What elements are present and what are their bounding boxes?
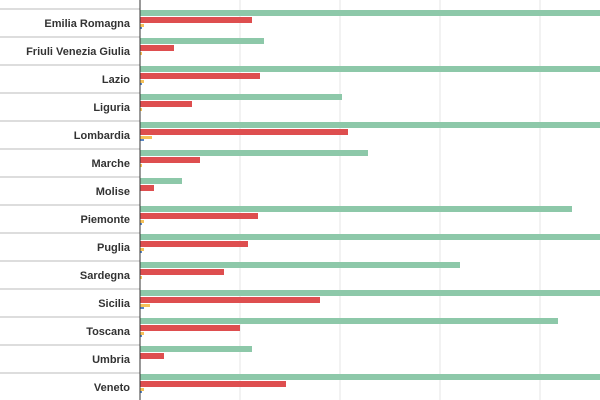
bar-emilia-romagna-series-4 — [140, 27, 142, 29]
bar-sicilia-series-1 — [140, 290, 600, 296]
bar-toscana-series-2 — [140, 325, 240, 331]
bar-toscana-series-1 — [140, 318, 558, 324]
category-label-lombardia: Lombardia — [74, 130, 131, 142]
bar-liguria-series-3 — [140, 108, 142, 111]
bar-piemonte-series-1 — [140, 206, 572, 212]
bar-liguria-series-1 — [140, 94, 342, 100]
bar-puglia-series-4 — [140, 251, 142, 253]
bar-sardegna-series-2 — [140, 269, 224, 275]
category-label-puglia: Puglia — [97, 242, 131, 254]
bar-lombardia-series-3 — [140, 136, 152, 139]
bar-lazio-series-4 — [140, 83, 142, 85]
bar-lombardia-series-4 — [140, 139, 144, 141]
bar-piemonte-series-2 — [140, 213, 258, 219]
bar-sardegna-series-1 — [140, 262, 460, 268]
category-label-veneto: Veneto — [94, 382, 130, 394]
bar-marche-series-3 — [140, 164, 142, 167]
bar-puglia-series-1 — [140, 234, 600, 240]
bar-lombardia-series-1 — [140, 122, 600, 128]
bar-umbria-series-1 — [140, 346, 252, 352]
bar-friuli-venezia-giulia-series-2 — [140, 45, 174, 51]
bar-emilia-romagna-series-2 — [140, 17, 252, 23]
grid-lines — [239, 0, 541, 400]
bar-veneto-series-3 — [140, 388, 144, 391]
bar-sicilia-series-3 — [140, 304, 150, 307]
category-label-umbria: Umbria — [92, 354, 131, 366]
bar-lazio-series-3 — [140, 80, 144, 83]
category-label-sardegna: Sardegna — [80, 270, 131, 282]
category-label-lazio: Lazio — [102, 74, 130, 86]
bar-sardegna-series-3 — [140, 276, 142, 279]
bar-puglia-series-3 — [140, 248, 144, 251]
bar-liguria-series-2 — [140, 101, 192, 107]
bar-puglia-series-2 — [140, 241, 248, 247]
bar-marche-series-2 — [140, 157, 200, 163]
category-label-friuli-venezia-giulia: Friuli Venezia Giulia — [26, 46, 131, 58]
bar-veneto-series-1 — [140, 374, 600, 380]
category-label-emilia-romagna: Emilia Romagna — [44, 18, 130, 30]
bar-friuli-venezia-giulia-series-1 — [140, 38, 264, 44]
bar-lazio-series-1 — [140, 66, 600, 72]
bar-marche-series-1 — [140, 150, 368, 156]
bar-emilia-romagna-series-1 — [140, 10, 600, 16]
bar-veneto-series-4 — [140, 391, 142, 393]
bar-emilia-romagna-series-3 — [140, 24, 144, 27]
bars — [140, 10, 600, 393]
bar-piemonte-series-3 — [140, 220, 144, 223]
category-label-marche: Marche — [91, 158, 130, 170]
category-label-molise: Molise — [96, 186, 130, 198]
bar-toscana-series-3 — [140, 332, 144, 335]
bar-lazio-series-2 — [140, 73, 260, 79]
bar-lombardia-series-2 — [140, 129, 348, 135]
bar-toscana-series-4 — [140, 335, 142, 337]
category-label-liguria: Liguria — [93, 102, 131, 114]
bar-sicilia-series-2 — [140, 297, 320, 303]
bar-friuli-venezia-giulia-series-3 — [140, 52, 142, 55]
category-label-toscana: Toscana — [86, 326, 131, 338]
category-label-piemonte: Piemonte — [80, 214, 130, 226]
bar-piemonte-series-4 — [140, 223, 142, 225]
bar-molise-series-2 — [140, 185, 154, 191]
bar-veneto-series-2 — [140, 381, 286, 387]
row-separators — [0, 8, 140, 374]
bar-umbria-series-2 — [140, 353, 164, 359]
bar-molise-series-1 — [140, 178, 182, 184]
category-labels: Emilia Romagna Friuli Venezia Giulia Lazio… — [26, 18, 131, 394]
bar-sicilia-series-4 — [140, 307, 144, 309]
category-label-sicilia: Sicilia — [98, 298, 131, 310]
